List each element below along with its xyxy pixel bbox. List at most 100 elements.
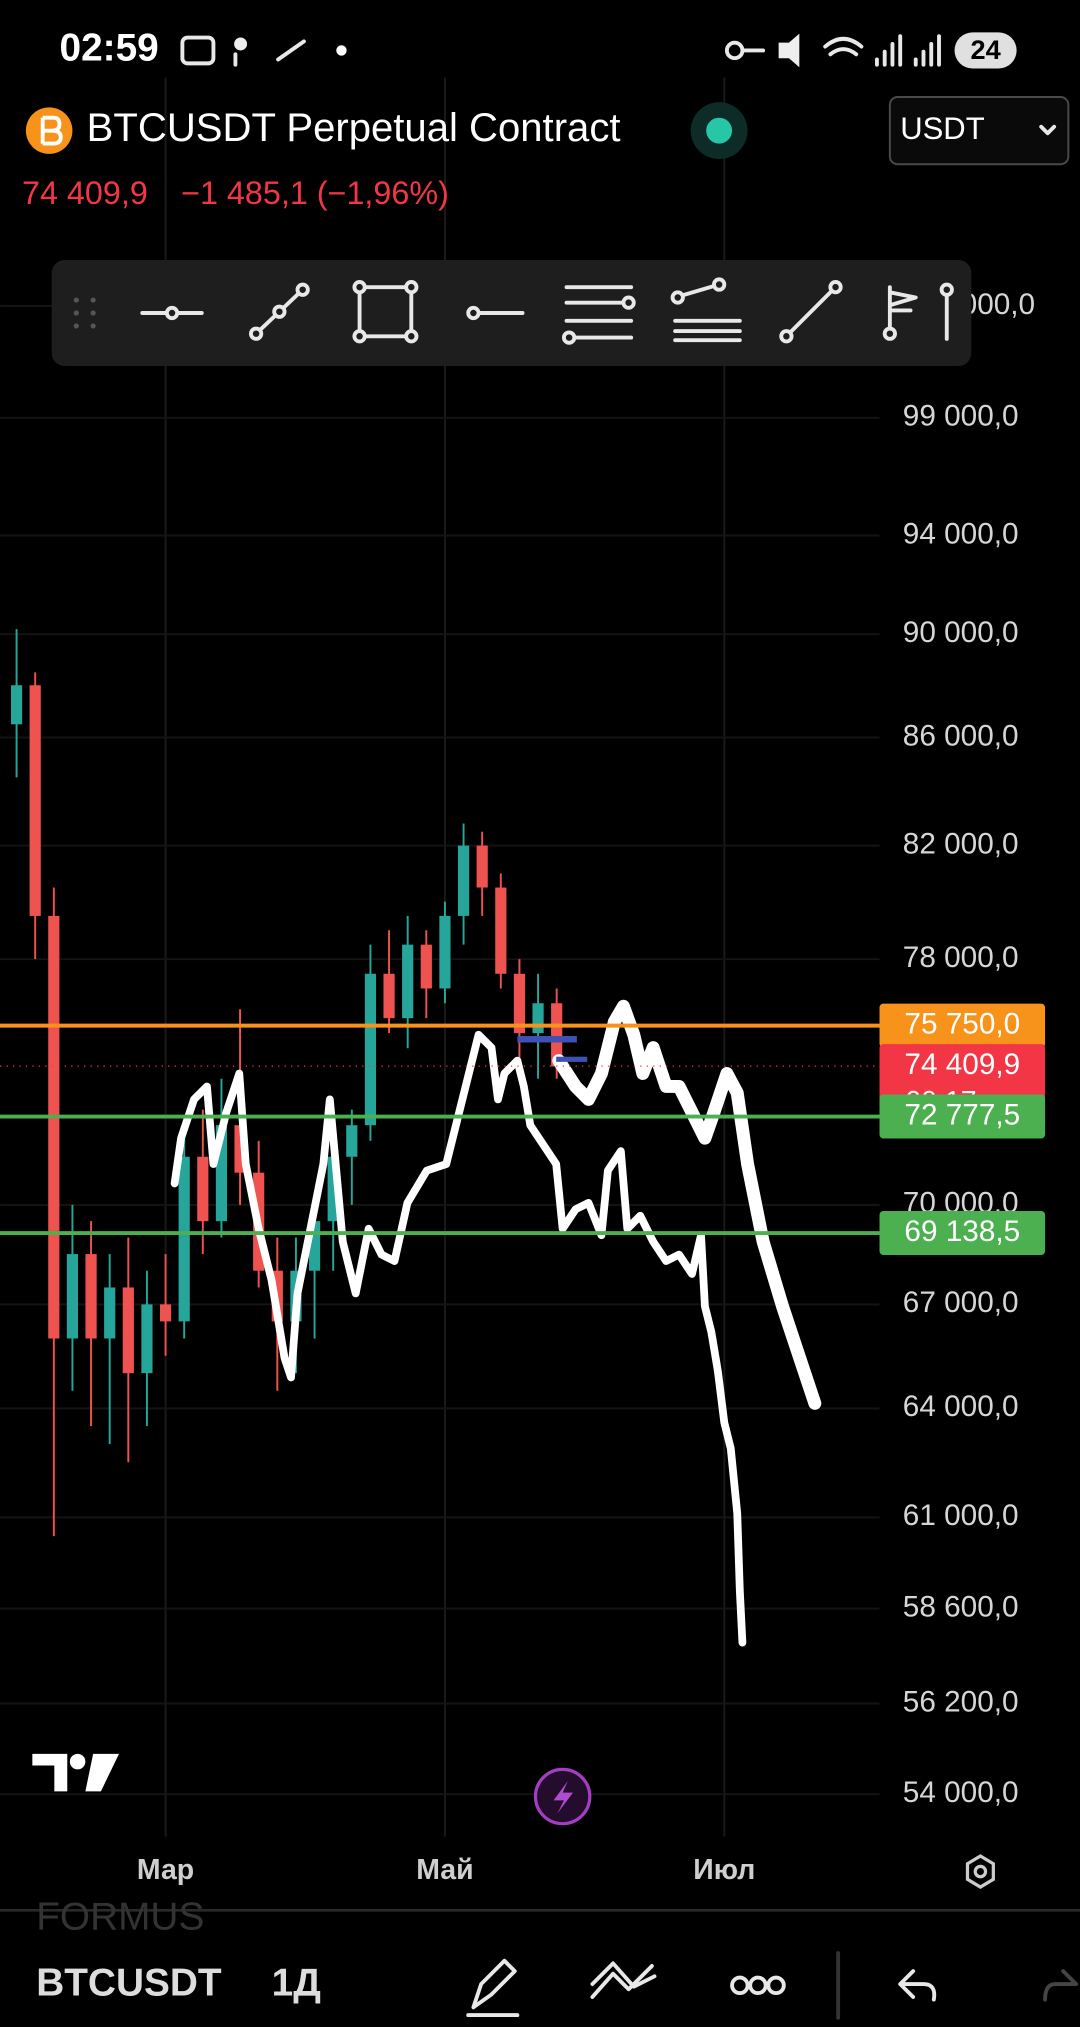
market-status	[706, 117, 733, 144]
x-tick-label: Май	[416, 1854, 473, 1886]
more-button[interactable]	[748, 1975, 768, 1996]
user-drawing	[556, 1056, 588, 1062]
footer-interval[interactable]: 1Д	[272, 1962, 321, 2005]
currency-dropdown[interactable]	[888, 96, 1070, 166]
status-time: 02:59	[60, 27, 159, 70]
candle-body	[402, 944, 414, 1019]
candle-body	[85, 1254, 97, 1339]
candle-body	[364, 973, 377, 1126]
candle-body	[141, 1304, 153, 1374]
y-tick-label: 54 000,0	[903, 1776, 1019, 1809]
price-label-box	[879, 1094, 1046, 1139]
settings-button[interactable]	[965, 1854, 995, 1889]
status-icon	[823, 36, 864, 57]
x-tick-label: Мар	[137, 1854, 194, 1886]
price-label: 69 138,5	[904, 1215, 1020, 1248]
candle-body	[532, 1003, 544, 1034]
status-icon	[336, 45, 347, 56]
more-button[interactable]	[766, 1975, 786, 1996]
tool-trend-line[interactable]	[295, 282, 310, 297]
tool-line[interactable]	[779, 329, 794, 344]
user-drawing	[517, 1036, 577, 1043]
tool-rectangle[interactable]	[404, 280, 419, 295]
candle-body	[383, 973, 395, 1019]
handle-dot[interactable]	[73, 323, 79, 329]
x-tick-label: Июл	[693, 1854, 755, 1886]
handle-dot[interactable]	[90, 310, 96, 316]
tool-ray[interactable]	[466, 305, 481, 321]
tool-line[interactable]	[784, 285, 838, 339]
tool-rectangle[interactable]	[352, 329, 367, 344]
ticker-tape: FORMUS	[36, 1896, 204, 1939]
candle-body	[439, 915, 451, 989]
tool-channel[interactable]	[712, 277, 727, 292]
more-button[interactable]	[730, 1975, 750, 1996]
candle-body	[66, 1254, 79, 1339]
price-change: −1 485,1 (−1,96%)	[181, 175, 449, 211]
battery-level: 24	[970, 34, 1000, 65]
price-label: 74 409,9	[904, 1048, 1020, 1081]
dropdown-chevron[interactable]	[1039, 124, 1057, 136]
status-icon	[778, 33, 800, 68]
tool-rectangle[interactable]	[352, 280, 367, 295]
footer-icons[interactable]	[466, 1951, 1079, 2020]
currency-label[interactable]: USDT	[900, 111, 985, 146]
tool-vertical[interactable]	[939, 282, 954, 297]
price-label: 75 750,0	[904, 1007, 1020, 1040]
y-tick-label: 64 000,0	[903, 1390, 1019, 1423]
tool-channel[interactable]	[673, 282, 742, 343]
tool-fib[interactable]	[561, 330, 577, 345]
y-tick-label: 58 600,0	[903, 1590, 1019, 1623]
draw-button[interactable]	[466, 1958, 520, 2018]
symbol-title[interactable]: BTCUSDT Perpetual Contract	[87, 106, 621, 150]
price-label-box	[879, 1211, 1046, 1255]
undo-button[interactable]	[898, 1969, 937, 2002]
tool-trend-line[interactable]	[248, 326, 264, 341]
toolbar-tools[interactable]	[140, 277, 954, 345]
y-tick-label: 86 000,0	[903, 719, 1019, 752]
tv-logo	[32, 1753, 120, 1792]
redo-button[interactable]	[1043, 1969, 1079, 2002]
candle-body	[29, 685, 41, 916]
candle-body	[234, 1125, 246, 1173]
status-icon	[913, 34, 941, 67]
settings-button[interactable]	[973, 1864, 988, 1879]
status-icons	[180, 32, 1017, 69]
tool-fib[interactable]	[621, 295, 636, 310]
chart: МарМайИюл104 000,099 000,094 000,090 000…	[0, 77, 1035, 1886]
y-tick-label: 99 000,0	[903, 400, 1019, 433]
y-tick-label: 94 000,0	[903, 517, 1019, 550]
y-tick-label: 78 000,0	[903, 941, 1019, 974]
tool-channel[interactable]	[670, 290, 685, 305]
candle-body	[476, 845, 488, 888]
footer-symbol[interactable]: BTCUSDT	[36, 1962, 222, 2005]
tool-fib[interactable]	[564, 285, 634, 340]
last-price: 74 409,9	[22, 175, 148, 211]
price-label-box	[879, 1003, 1046, 1048]
tool-line[interactable]	[828, 280, 843, 295]
candle-body	[10, 685, 23, 725]
tool-trend-line[interactable]	[272, 304, 287, 319]
handle-dot[interactable]	[73, 310, 79, 316]
lightning-icon[interactable]	[553, 1780, 573, 1814]
handle-dot[interactable]	[73, 297, 79, 303]
candle-body	[308, 1221, 321, 1271]
tool-flag[interactable]	[887, 285, 918, 331]
tool-flag[interactable]	[882, 326, 897, 341]
status-icon	[874, 34, 903, 67]
indicators-button[interactable]	[590, 1961, 657, 1999]
tool-rectangle[interactable]	[357, 285, 414, 339]
handle-dot[interactable]	[90, 297, 96, 303]
y-tick-label: 61 000,0	[903, 1499, 1019, 1532]
user-drawing	[170, 1030, 747, 1647]
candle-body	[495, 887, 507, 974]
tool-rectangle[interactable]	[404, 329, 419, 344]
candle-body	[551, 1003, 563, 1067]
y-tick-label: 82 000,0	[903, 827, 1019, 860]
tool-horizontal-ray[interactable]	[164, 305, 180, 321]
toolbar-handle[interactable]	[73, 297, 96, 329]
status-icon	[234, 37, 248, 51]
handle-dot[interactable]	[90, 323, 96, 329]
